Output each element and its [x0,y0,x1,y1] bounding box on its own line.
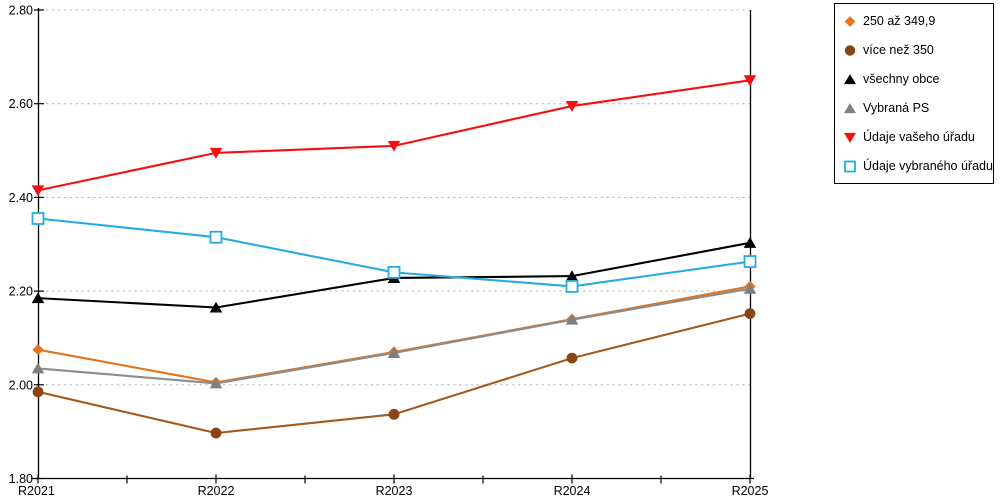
series-4 [31,75,757,197]
gridlines [46,9,750,386]
chart-legend: 250 až 349,9 více než 350 všechny obce V… [834,3,994,184]
series-line [37,79,751,192]
x-tick-labels: R2021 R2022 R2023 R2024 R2025 [18,484,768,498]
y-tick-label: 2.20 [9,285,33,299]
legend-item-udaje-vaseho-uradu: Údaje vašeho úřadu [843,129,990,145]
series-line [37,285,751,384]
triangle-up-marker-icon [843,73,857,86]
x-tick-label: R2022 [198,484,235,498]
legend-item-vice-nez-350: více než 350 [843,42,990,58]
triangle-up-marker-icon [843,102,857,115]
y-tick-label: 1.80 [9,472,33,486]
x-tick-label: R2023 [376,484,413,498]
legend-label: Vybraná PS [863,101,930,115]
open-square-marker-icon [843,160,857,173]
y-tick-label: 2.80 [9,4,33,18]
legend-label: všechny obce [863,72,940,86]
legend-label: Údaje vašeho úřadu [863,130,975,144]
diamond-marker-icon [843,15,857,28]
y-tick-label: 2.60 [9,97,33,111]
x-tick-label: R2021 [18,484,55,498]
series-1 [32,308,756,439]
x-tick-label: R2024 [554,484,591,498]
y-tick-label: 2.00 [9,378,33,392]
series-5 [31,212,757,293]
series-3 [31,282,757,389]
legend-label: více než 350 [863,43,934,57]
triangle-down-marker-icon [843,131,857,144]
x-tick-label: R2025 [732,484,769,498]
legend-item-250-az-349: 250 až 349,9 [843,13,990,29]
y-tick-label: 2.40 [9,191,33,205]
axis-ticks [34,9,751,484]
legend-label: 250 až 349,9 [863,14,936,28]
legend-item-udaje-vybraneho-uradu: Údaje vybraného úřadu [843,158,993,174]
circle-marker-icon [843,44,857,57]
series-0 [32,280,756,389]
y-tick-labels: 1.80 2.00 2.20 2.40 2.60 2.80 [9,4,33,487]
axes [31,8,754,480]
legend-label: Údaje vybraného úřadu [863,159,993,173]
legend-item-vsechny-obce: všechny obce [843,71,990,87]
legend-item-vybrana-ps: Vybraná PS [843,100,990,116]
